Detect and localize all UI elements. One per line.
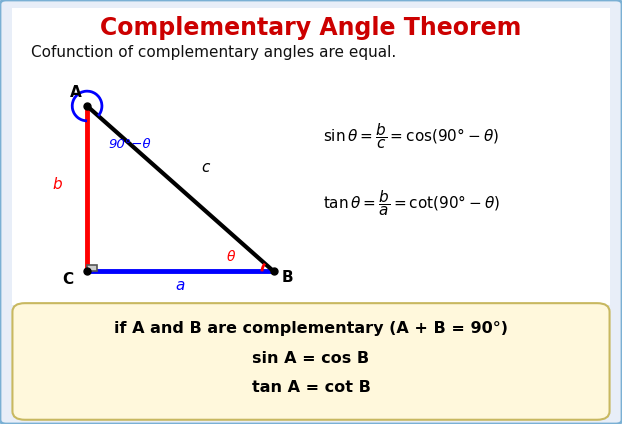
Text: B: B bbox=[281, 270, 293, 285]
Text: θ: θ bbox=[227, 250, 236, 264]
Text: b: b bbox=[52, 177, 62, 192]
FancyBboxPatch shape bbox=[12, 8, 610, 305]
Text: c: c bbox=[201, 160, 210, 175]
Text: tan A = cot B: tan A = cot B bbox=[251, 380, 371, 396]
Text: a: a bbox=[175, 279, 185, 293]
Text: A: A bbox=[70, 85, 81, 100]
Text: $\tan\theta = \dfrac{b}{a} = \cot(90°-\theta)$: $\tan\theta = \dfrac{b}{a} = \cot(90°-\t… bbox=[323, 189, 501, 218]
Text: sin A = cos B: sin A = cos B bbox=[253, 351, 369, 366]
Polygon shape bbox=[87, 265, 97, 271]
Text: 90°−θ: 90°−θ bbox=[109, 138, 152, 151]
FancyBboxPatch shape bbox=[12, 303, 610, 420]
Text: $\sin\theta = \dfrac{b}{c} = \cos(90°-\theta)$: $\sin\theta = \dfrac{b}{c} = \cos(90°-\t… bbox=[323, 121, 499, 151]
Text: Cofunction of complementary angles are equal.: Cofunction of complementary angles are e… bbox=[31, 45, 396, 61]
Text: Complementary Angle Theorem: Complementary Angle Theorem bbox=[100, 16, 522, 39]
Text: if A and B are complementary (A + B = 90°): if A and B are complementary (A + B = 90… bbox=[114, 321, 508, 336]
Text: C: C bbox=[62, 272, 73, 287]
